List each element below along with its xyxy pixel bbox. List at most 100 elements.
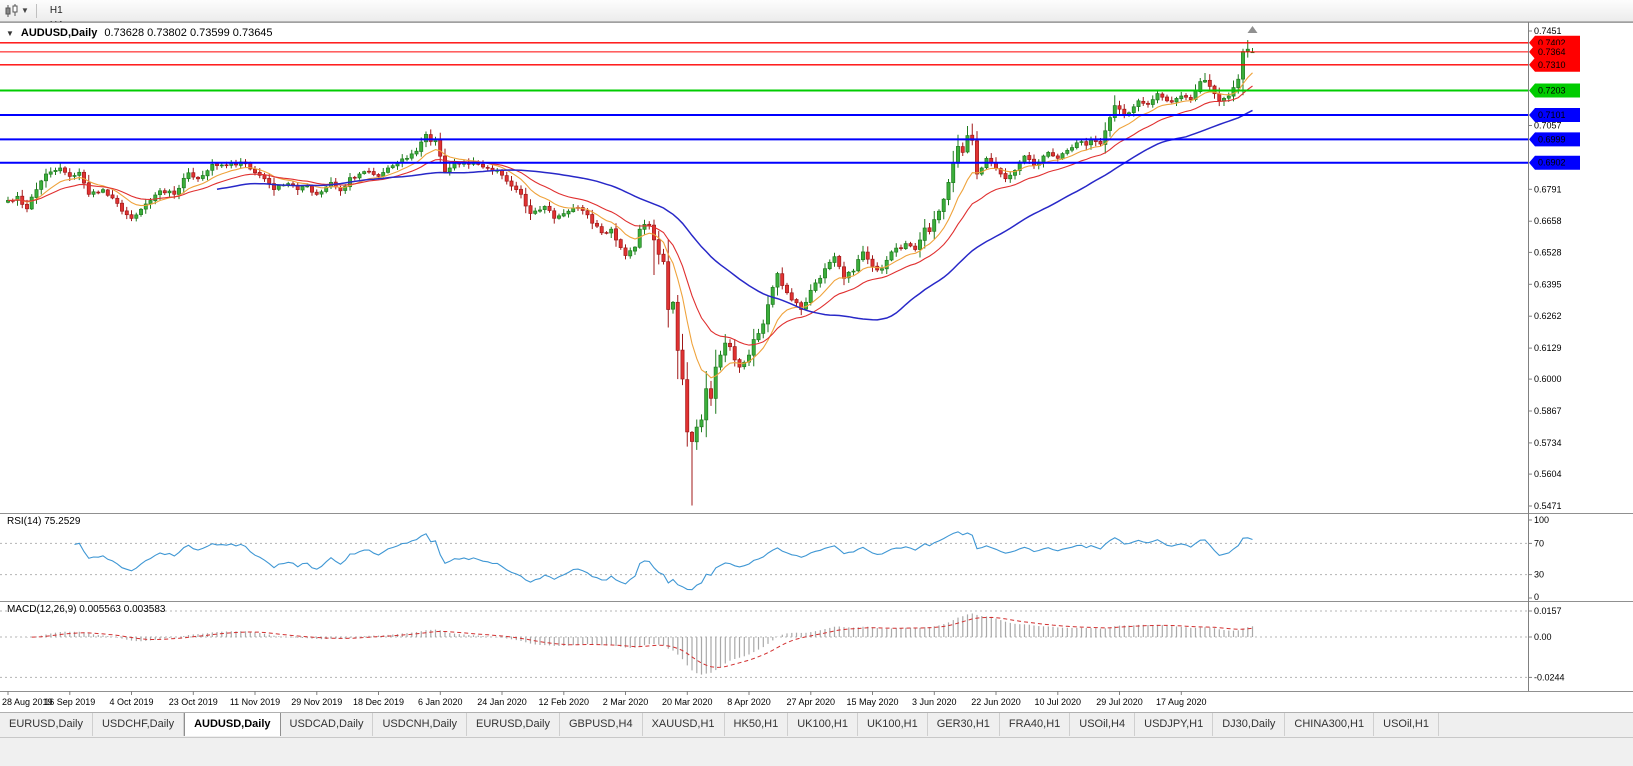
time-axis-label: 24 Jan 2020 [477,697,527,707]
time-axis-label: 17 Aug 2020 [1156,697,1207,707]
svg-text:0.7451: 0.7451 [1534,26,1562,36]
ma-medium-line [8,85,1253,346]
svg-text:0.6528: 0.6528 [1534,247,1562,257]
chart-window: 0.7451 0.7057 0.6791 0.6658 0.6528 0.6395 0.62… [0,22,1633,712]
chart-symbol-timeframe: AUDUSD,Daily [20,27,98,39]
chart-shift-marker-icon[interactable] [1247,26,1258,33]
price-badge-0.7101 [1529,108,1580,122]
time-axis-label: 22 Jun 2020 [971,697,1021,707]
svg-text:0.7402: 0.7402 [1538,38,1566,48]
svg-text:100: 100 [1534,515,1549,525]
chart-tab-4-usdcnh-daily[interactable]: USDCNH,Daily [373,713,468,736]
svg-text:0.7203: 0.7203 [1538,86,1566,96]
svg-text:0.6129: 0.6129 [1534,343,1562,353]
chart-tab-9-uk100-h1[interactable]: UK100,H1 [788,713,858,736]
toolbar-separator [35,3,37,18]
chart-tab-1-usdchf-daily[interactable]: USDCHF,Daily [93,713,185,736]
svg-text:0.7101: 0.7101 [1538,110,1566,120]
candles-layer [6,40,1255,506]
chart-tab-8-hk50-h1[interactable]: HK50,H1 [725,713,789,736]
chart-tab-7-xauusd-h1[interactable]: XAUUSD,H1 [643,713,725,736]
time-axis-label: 20 Mar 2020 [662,697,713,707]
chart-title: ▼ AUDUSD,Daily 0.73628 0.73802 0.73599 0… [6,27,273,39]
svg-text:70: 70 [1534,538,1544,548]
chart-tab-15-dj30-daily[interactable]: DJ30,Daily [1213,713,1286,736]
toolbar: ▼ M1M5M15M30H1H4D1W1MN [0,0,1633,76]
timeframe-button-m30[interactable]: M30 [43,0,76,3]
one-click-trading-toggle-icon[interactable]: ▼ [6,28,14,38]
svg-text:0.6902: 0.6902 [1538,158,1566,168]
time-axis-label: 28 Aug 2019 [2,697,53,707]
svg-text:0.6658: 0.6658 [1534,216,1562,226]
svg-text:0.0157: 0.0157 [1534,606,1562,616]
macd-canvas[interactable]: 0.0157 0.00 -0.0244 [0,601,1633,691]
horizontal-lines-layer[interactable] [0,42,1528,164]
chart-tabs-bar: EURUSD,Daily USDCHF,Daily AUDUSD,Daily USDC… [0,712,1633,737]
price-badge-0.6902 [1529,155,1580,170]
chart-tab-3-usdcad-daily[interactable]: USDCAD,Daily [281,713,374,736]
chart-tab-12-fra40-h1[interactable]: FRA40,H1 [1000,713,1071,736]
chart-tab-10-uk100-h1[interactable]: UK100,H1 [858,713,928,736]
chart-tab-17-usoil-h1[interactable]: USOil,H1 [1374,713,1439,736]
svg-text:-0.0244: -0.0244 [1534,672,1565,682]
chart-tab-5-eurusd-daily[interactable]: EURUSD,Daily [467,713,560,736]
svg-text:0.7364: 0.7364 [1538,47,1566,57]
status-bar [0,737,1633,766]
macd-histogram [16,613,1254,675]
price-axis[interactable]: 0.7451 0.7057 0.6791 0.6658 0.6528 0.6395 0.62… [1528,22,1580,513]
rsi-axis[interactable]: 100 70 30 0 [1528,513,1549,601]
rsi-line [74,531,1253,591]
timeframe-button-h1[interactable]: H1 [49,5,63,16]
macd-axis[interactable]: 0.0157 0.00 -0.0244 [1528,601,1565,691]
svg-text:0.00: 0.00 [1534,632,1552,642]
svg-text:0: 0 [1534,592,1539,601]
ma-fast-line [8,72,1253,379]
time-axis-label: 4 Oct 2019 [109,697,153,707]
time-axis-label: 23 Oct 2019 [169,697,218,707]
svg-text:0.6000: 0.6000 [1534,374,1562,384]
rsi-canvas[interactable]: 100 70 30 0 [0,513,1633,601]
macd-signal-line [31,616,1253,668]
price-badge-0.7203 [1529,83,1580,98]
macd-indicator-label: MACD(12,26,9) 0.005563 0.003583 [7,604,166,615]
svg-text:0.7310: 0.7310 [1538,60,1566,70]
time-axis-label: 10 Jul 2020 [1035,697,1082,707]
chart-type-icon[interactable] [3,3,21,19]
svg-text:0.5604: 0.5604 [1534,469,1562,479]
chart-tab-6-gbpusd-h4[interactable]: GBPUSD,H4 [560,713,643,736]
chart-tab-2-audusd-daily[interactable]: AUDUSD,Daily [184,713,281,736]
svg-text:0.6395: 0.6395 [1534,279,1562,289]
time-axis-label: 16 Sep 2019 [44,697,95,707]
chart-tab-16-china300-h1[interactable]: CHINA300,H1 [1285,713,1375,736]
svg-text:0.5734: 0.5734 [1534,438,1562,448]
svg-text:0.6999: 0.6999 [1538,134,1566,144]
rsi-indicator-label: RSI(14) 75.2529 [7,516,81,527]
svg-text:30: 30 [1534,570,1544,580]
svg-text:0.6262: 0.6262 [1534,311,1562,321]
time-axis-label: 8 Apr 2020 [727,697,771,707]
time-axis-label: 2 Mar 2020 [603,697,649,707]
chart-type-dropdown-icon[interactable]: ▼ [21,6,29,15]
time-axis-label: 3 Jun 2020 [912,697,957,707]
svg-text:0.5867: 0.5867 [1534,406,1562,416]
chart-ohlc-values: 0.73628 0.73802 0.73599 0.73645 [104,27,273,39]
ma-slow-line [216,109,1253,321]
time-axis-label: 27 Apr 2020 [787,697,836,707]
time-axis-label: 15 May 2020 [846,697,898,707]
chart-tab-11-ger30-h1[interactable]: GER30,H1 [928,713,1000,736]
chart-tab-14-usdjpy-h1[interactable]: USDJPY,H1 [1135,713,1214,736]
time-axis-label: 18 Dec 2019 [353,697,404,707]
price-badge-0.6999 [1529,132,1580,147]
svg-text:0.6791: 0.6791 [1534,184,1562,194]
time-axis-label: 6 Jan 2020 [418,697,463,707]
svg-text:0.5471: 0.5471 [1534,501,1562,511]
chart-tab-13-usoil-h4[interactable]: USOil,H4 [1070,713,1136,736]
time-axis-label: 11 Nov 2019 [230,697,280,707]
price-badge-0.7310 [1529,57,1580,72]
chart-tab-0-eurusd-daily[interactable]: EURUSD,Daily [0,713,93,736]
candlestick-chart-icon [5,3,18,17]
price-chart-canvas[interactable]: 0.7451 0.7057 0.6791 0.6658 0.6528 0.6395 0.62… [0,22,1633,513]
time-axis-label: 29 Jul 2020 [1096,697,1143,707]
